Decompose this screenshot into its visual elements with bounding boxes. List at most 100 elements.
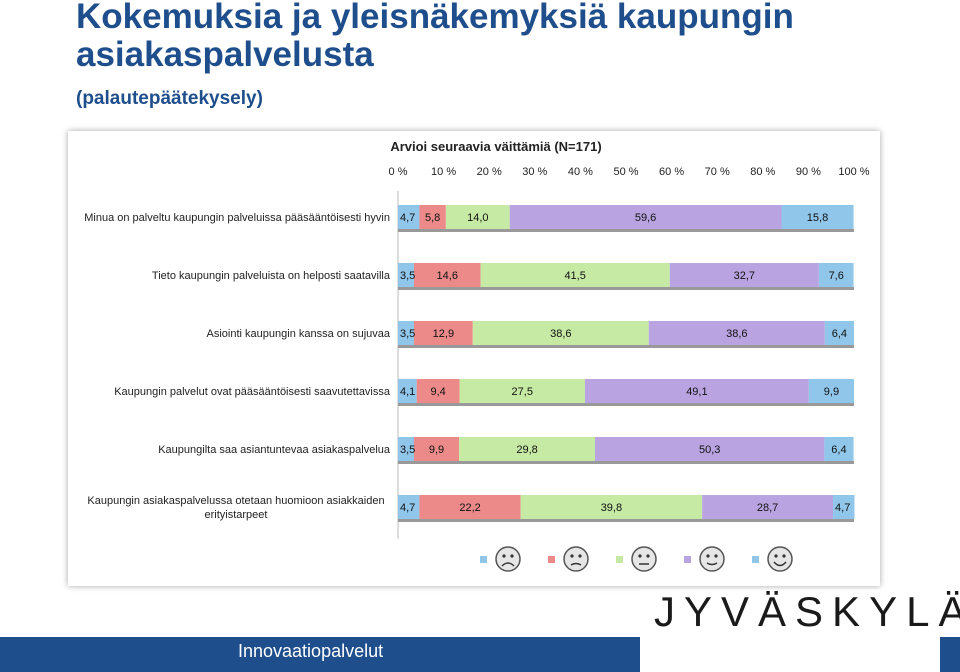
bar-segment [398,379,417,403]
stacked-bar-chart: Arvioi seuraavia väittämiä (N=171) 0 % 10 … [84,139,870,572]
bar-segment [398,437,414,461]
data-label: 14,0 [467,212,488,224]
bar-segment [818,263,854,287]
data-label: 41,5 [564,270,585,282]
data-label: 38,6 [726,328,747,340]
x-tick-label: 70 % [705,166,730,178]
bar-segment [702,495,834,519]
bar-segment [398,321,414,345]
data-label: 9,9 [429,444,444,456]
data-label: 28,7 [757,502,778,514]
data-label: 15,8 [807,212,828,224]
data-label: 29,8 [516,444,537,456]
bar-segment [480,263,670,287]
data-label: 3,5 [400,270,415,282]
bar-shadow [398,229,854,232]
data-label: 7,6 [829,270,844,282]
category-label: Kaupungilta saa asiantuntevaa asiakaspal… [158,444,391,456]
bar-segment [398,205,420,229]
x-tick-label: 40 % [568,166,593,178]
x-tick-label: 80 % [750,166,775,178]
legend-swatch [616,556,623,563]
very-unhappy-face-icon [495,546,521,572]
category-label: erityistarpeet [205,509,268,521]
bar-segment [445,205,510,229]
x-tick-label: 60 % [659,166,684,178]
legend-swatch [752,556,759,563]
bar-segment [520,495,703,519]
data-label: 49,1 [686,386,707,398]
x-tick-label: 10 % [431,166,456,178]
data-label: 4,7 [835,502,850,514]
bar-segment [398,263,414,287]
bar-shadow [398,403,854,406]
category-label: Tieto kaupungin palveluista on helposti … [152,270,391,282]
bar-segment [648,321,825,345]
bar-segment [824,437,854,461]
data-label: 27,5 [512,386,533,398]
legend-swatch [548,556,555,563]
bar-segment [808,379,854,403]
bar-segment [669,263,819,287]
slide-title-line-1: Kokemuksia ja yleisnäkemyksiä kaupungin [76,0,794,36]
bar-segment [413,437,460,461]
slide-subtitle: (palautepäätekysely) [76,88,263,109]
category-label: Asiointi kaupungin kanssa on sujuvaa [207,328,391,340]
data-label: 39,8 [601,502,622,514]
very-happy-face-icon [767,546,793,572]
bar-segment [419,205,446,229]
data-label: 38,6 [550,328,571,340]
data-label: 3,5 [400,444,415,456]
chart-panel: Arvioi seuraavia väittämiä (N=171) 0 % 10 … [68,131,880,586]
data-label: 5,8 [425,212,440,224]
bar-segment [472,321,649,345]
bar-shadow [398,287,854,290]
bar-shadow [398,461,854,464]
category-label: Kaupungin palvelut ovat pääsääntöisesti … [114,386,391,398]
data-label: 22,2 [459,502,480,514]
x-tick-label: 90 % [796,166,821,178]
logo-tagline: uuden aallon kaupunki [654,636,895,663]
bar-segment [459,379,585,403]
data-label: 50,3 [699,444,720,456]
neutral-face-icon [631,546,657,572]
category-label: Kaupungin asiakaspalvelussa otetaan huom… [87,495,384,507]
data-label: 6,4 [832,328,847,340]
category-label: Minua on palveltu kaupungin palveluissa … [84,212,390,224]
data-label: 4,1 [400,386,415,398]
data-label: 9,9 [824,386,839,398]
data-label: 9,4 [430,386,445,398]
x-tick-label: 100 % [838,166,869,178]
legend-swatch [480,556,487,563]
bar-segment [781,205,854,229]
x-tick-label: 50 % [613,166,638,178]
bar-segment [413,321,473,345]
logo-backdrop [640,590,940,672]
slide-title-line-2: asiakaspalvelusta [76,35,374,74]
bar-segment [833,495,855,519]
bar-segment [413,263,481,287]
data-label: 4,7 [400,212,415,224]
data-label: 59,6 [635,212,656,224]
data-label: 14,6 [437,270,458,282]
footer-label: Innovaatiopalvelut [238,641,384,661]
data-label: 12,9 [433,328,454,340]
data-label: 32,7 [734,270,755,282]
unhappy-face-icon [563,546,589,572]
chart-title: Arvioi seuraavia väittämiä (N=171) [390,139,601,154]
x-tick-label: 0 % [389,166,408,178]
data-label: 3,5 [400,328,415,340]
data-label: 6,4 [831,444,846,456]
bar-segment [824,321,854,345]
x-tick-label: 30 % [522,166,547,178]
data-label: 4,7 [400,502,415,514]
bar-segment [584,379,809,403]
wave-icon [881,647,928,657]
x-tick-label: 20 % [477,166,502,178]
bar-segment [509,205,782,229]
bar-segment [459,437,595,461]
bar-segment [419,495,521,519]
legend-swatch [684,556,691,563]
slide-title: Kokemuksia ja yleisnäkemyksiä kaupungin … [76,0,794,74]
bar-shadow [398,345,854,348]
